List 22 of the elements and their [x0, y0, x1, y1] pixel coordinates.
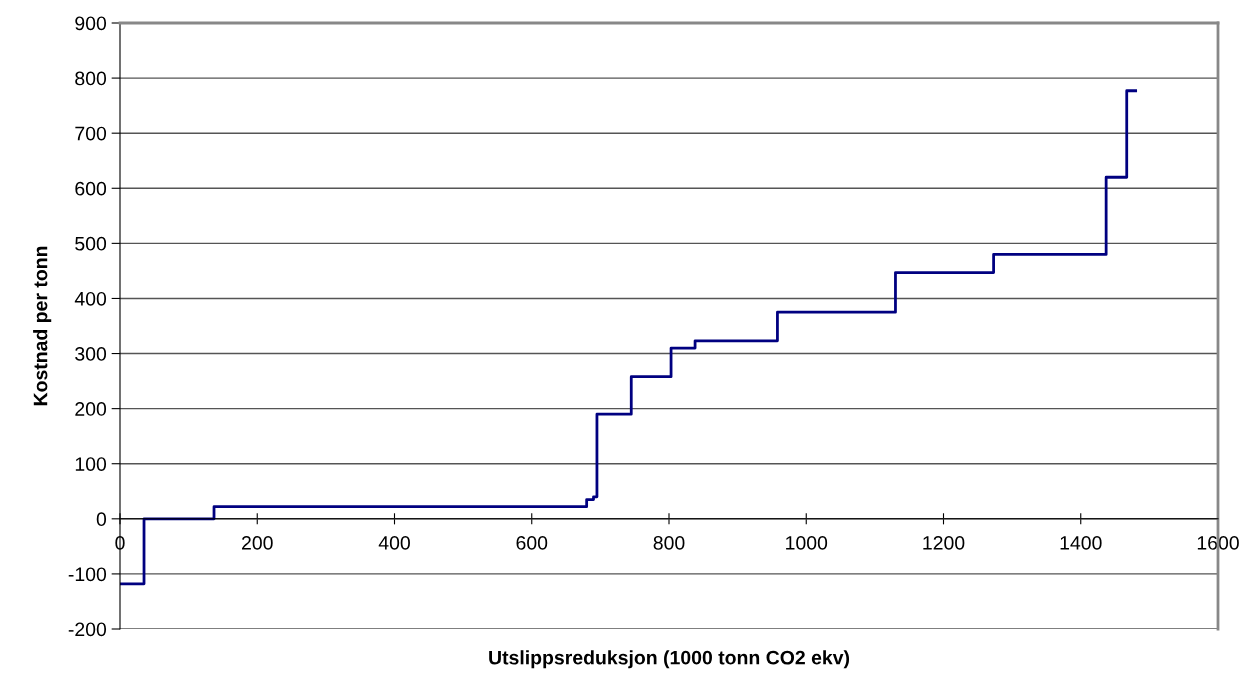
y-tick-label: -100: [68, 567, 107, 582]
x-tick-label: 600: [516, 536, 548, 550]
x-tick-label: 800: [653, 536, 685, 550]
y-tick-label: 300: [75, 347, 107, 361]
x-tick-label: 1200: [923, 536, 965, 550]
y-tick-label: 600: [75, 181, 107, 196]
x-tick-label: 1400: [1060, 536, 1102, 550]
y-tick-label: 700: [75, 126, 107, 141]
y-tick-label: 100: [75, 457, 107, 471]
x-axis-title: Utslippsreduksjon (1000 tonn CO2 ekv): [489, 650, 850, 669]
y-tick-label: 200: [75, 402, 107, 416]
y-tick-label: 0: [96, 512, 107, 527]
y-axis-title: Kostnad per tonn: [33, 246, 52, 406]
y-tick-label: 400: [74, 291, 107, 306]
x-tick-label: 1600: [1197, 536, 1239, 550]
y-tick-label: 900: [75, 16, 107, 31]
y-tick-label: 800: [75, 71, 107, 86]
y-tick-label: -200: [68, 622, 107, 637]
x-tick-label: 1000: [786, 536, 828, 550]
x-tick-label: 400: [378, 536, 410, 550]
y-tick-label: 500: [75, 236, 107, 251]
x-tick-label: 200: [242, 536, 273, 550]
